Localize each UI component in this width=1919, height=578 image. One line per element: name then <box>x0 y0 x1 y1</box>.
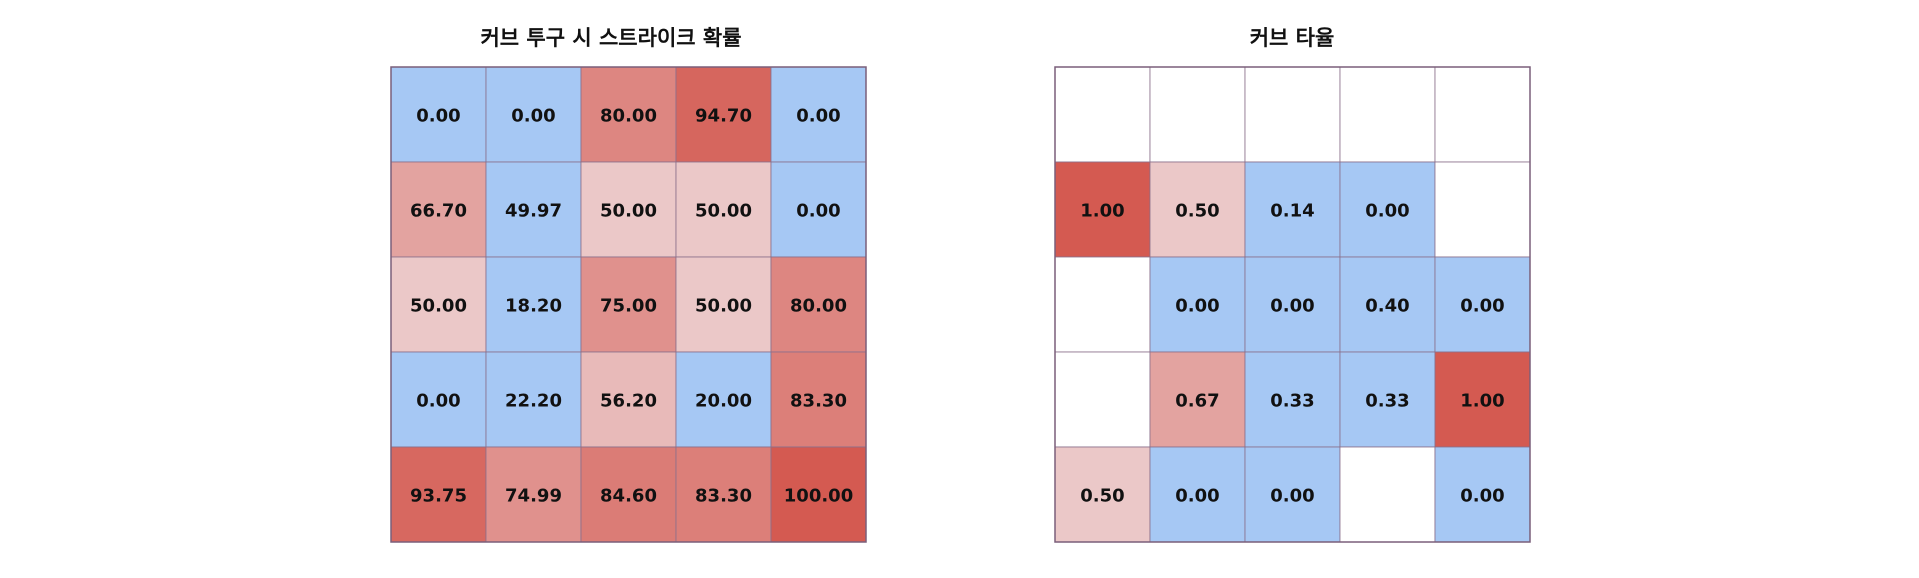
heatmap-cell-label: 80.00 <box>600 106 657 127</box>
heatmap-cell <box>1339 351 1436 448</box>
heatmap-cell <box>390 66 487 163</box>
heatmap-cell-label: 50.00 <box>695 296 752 317</box>
heatmap-cell <box>1339 66 1436 163</box>
heatmap-cell <box>1054 256 1151 353</box>
heatmap-cell <box>1149 256 1246 353</box>
heatmap-cell-label: 93.75 <box>410 486 467 507</box>
heatmap-cell <box>1149 446 1246 543</box>
heatmap-cell <box>1054 351 1151 448</box>
heatmap-cell <box>580 446 677 543</box>
heatmap-cell-label: 20.00 <box>695 391 752 412</box>
heatmap-cell-label: 0.33 <box>1270 391 1314 412</box>
heatmap-frame-strike-probability <box>390 66 867 543</box>
heatmap-cell <box>390 161 487 258</box>
heatmap-cell <box>1434 446 1531 543</box>
heatmap-cells-batting-average: 1.00 0.50 0.14 0.00 0.00 0.00 0.40 0.00 0.67 0.33… <box>1054 66 1531 543</box>
heatmap-cell-label: 0.00 <box>796 201 840 222</box>
heatmap-cell-label: 0.00 <box>1460 296 1504 317</box>
heatmap-cell-label: 1.00 <box>1460 391 1504 412</box>
heatmap-cell-label: 0.50 <box>1080 486 1124 507</box>
heatmap-cell <box>485 446 582 543</box>
heatmap-cell-label: 50.00 <box>600 201 657 222</box>
heatmap-cell <box>485 66 582 163</box>
heatmap-cell-label: 100.00 <box>784 486 853 507</box>
heatmap-cell <box>770 351 867 448</box>
heatmap-cell <box>1244 351 1341 448</box>
panel-strike-probability: 커브 투구 시 스트라이크 확률 0.00 0.00 80.00 94.70 0.00 6… <box>390 26 867 543</box>
heatmap-cell-label: 80.00 <box>790 296 847 317</box>
heatmap-cell-label: 0.00 <box>1175 486 1219 507</box>
heatmap-cell <box>1339 161 1436 258</box>
heatmap-cell-label: 94.70 <box>695 106 752 127</box>
heatmap-cell-label: 0.50 <box>1175 201 1219 222</box>
heatmap-frame-batting-average <box>1054 66 1531 543</box>
heatmap-cell-label: 0.00 <box>1175 296 1219 317</box>
heatmap-cell <box>1434 66 1531 163</box>
heatmap-cell <box>675 66 772 163</box>
heatmap-cell-label: 18.20 <box>505 296 562 317</box>
heatmap-cell-label: 0.67 <box>1175 391 1219 412</box>
heatmap-cell <box>390 446 487 543</box>
heatmap-cell-label: 0.00 <box>796 106 840 127</box>
heatmap-cell-label: 0.00 <box>511 106 555 127</box>
heatmap-cell <box>1244 66 1341 163</box>
heatmap-cell <box>1149 66 1246 163</box>
heatmap-cell <box>580 161 677 258</box>
heatmap-cell <box>1339 256 1436 353</box>
heatmap-cell <box>580 256 677 353</box>
heatmap-cell-label: 84.60 <box>600 486 657 507</box>
heatmap-cell-label: 1.00 <box>1080 201 1124 222</box>
heatmap-cell-label: 75.00 <box>600 296 657 317</box>
heatmap-cell <box>1054 161 1151 258</box>
heatmap-cell <box>770 256 867 353</box>
heatmap-cell-label: 0.00 <box>416 391 460 412</box>
heatmap-cell <box>675 351 772 448</box>
heatmap-cell <box>1244 256 1341 353</box>
chart-title-batting-average: 커브 타율 <box>1250 26 1335 50</box>
heatmap-cell <box>1054 446 1151 543</box>
heatmap-cell-label: 0.00 <box>1365 201 1409 222</box>
heatmap-cells-strike-probability: 0.00 0.00 80.00 94.70 0.00 66.70 49.97 50.00 50.… <box>390 66 867 543</box>
heatmap-cell <box>770 66 867 163</box>
heatmap-cell-label: 22.20 <box>505 391 562 412</box>
heatmap-cell-label: 0.00 <box>416 106 460 127</box>
heatmap-cell-label: 66.70 <box>410 201 467 222</box>
heatmap-cell-label: 0.00 <box>1460 486 1504 507</box>
heatmap-cell-label: 0.40 <box>1365 296 1409 317</box>
heatmap-cell <box>1434 161 1531 258</box>
heatmap-cell <box>1244 446 1341 543</box>
heatmap-cell <box>770 161 867 258</box>
heatmap-cell-label: 56.20 <box>600 391 657 412</box>
panel-curve-batting-average: 커브 타율 1.00 0.50 0.14 0.00 0.00 0.00 0.40 0.00 0.… <box>1054 26 1531 543</box>
heatmap-cell-label: 83.30 <box>790 391 847 412</box>
heatmap-cell-label: 0.00 <box>1270 486 1314 507</box>
heatmap-cell <box>1244 161 1341 258</box>
heatmap-cell <box>1339 446 1436 543</box>
heatmap-cell <box>485 351 582 448</box>
heatmap-cell-label: 0.33 <box>1365 391 1409 412</box>
heatmap-cell-label: 83.30 <box>695 486 752 507</box>
heatmap-cell <box>1149 161 1246 258</box>
heatmap-cell-label: 50.00 <box>695 201 752 222</box>
heatmap-cell <box>1054 66 1151 163</box>
heatmap-cell-label: 50.00 <box>410 296 467 317</box>
heatmap-cell-label: 74.99 <box>505 486 562 507</box>
heatmap-cell <box>580 351 677 448</box>
heatmap-cell-label: 0.00 <box>1270 296 1314 317</box>
chart-title-strike-probability: 커브 투구 시 스트라이크 확률 <box>480 26 741 50</box>
heatmap-cell <box>675 256 772 353</box>
heatmap-cell-label: 0.14 <box>1270 201 1314 222</box>
heatmap-cell-label: 49.97 <box>505 201 562 222</box>
heatmap-cell <box>770 446 867 543</box>
heatmap-cell <box>485 256 582 353</box>
